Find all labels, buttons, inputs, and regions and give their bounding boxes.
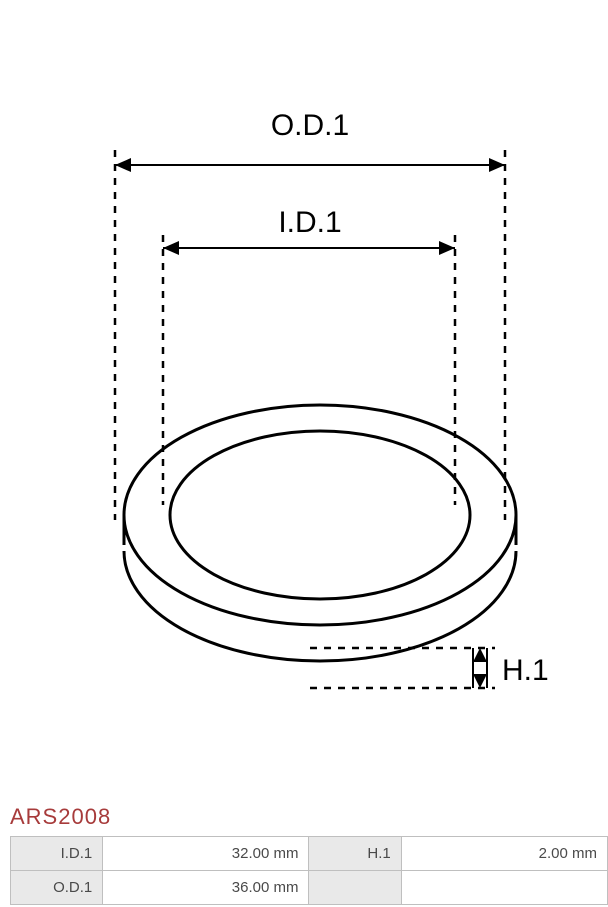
spec-value: 32.00 mm <box>103 837 309 871</box>
spec-key <box>309 871 401 905</box>
table-row: O.D.1 36.00 mm <box>11 871 608 905</box>
h1-arrowhead-down <box>473 674 487 688</box>
ring-inner-top <box>170 431 470 599</box>
id1-arrowhead-left <box>163 241 179 255</box>
od1-label: O.D.1 <box>271 109 349 142</box>
spec-table: I.D.1 32.00 mm H.1 2.00 mm O.D.1 36.00 m… <box>10 836 608 905</box>
ring-outer-top <box>124 405 516 625</box>
od1-arrowhead-left <box>115 158 131 172</box>
spec-key: H.1 <box>309 837 401 871</box>
spec-key: I.D.1 <box>11 837 103 871</box>
spec-key: O.D.1 <box>11 871 103 905</box>
od1-arrowhead-right <box>489 158 505 172</box>
table-row: I.D.1 32.00 mm H.1 2.00 mm <box>11 837 608 871</box>
technical-diagram: O.D.1 I.D.1 H.1 <box>0 0 608 800</box>
spec-value <box>401 871 607 905</box>
spec-value: 36.00 mm <box>103 871 309 905</box>
id1-arrowhead-right <box>439 241 455 255</box>
ring-diagram-svg: O.D.1 I.D.1 H.1 <box>0 0 608 800</box>
spec-value: 2.00 mm <box>401 837 607 871</box>
part-number: ARS2008 <box>10 804 608 830</box>
id1-label: I.D.1 <box>278 206 341 239</box>
h1-label: H.1 <box>502 654 549 687</box>
ring-outer-bottom <box>124 551 516 661</box>
h1-arrowhead-up <box>473 648 487 662</box>
